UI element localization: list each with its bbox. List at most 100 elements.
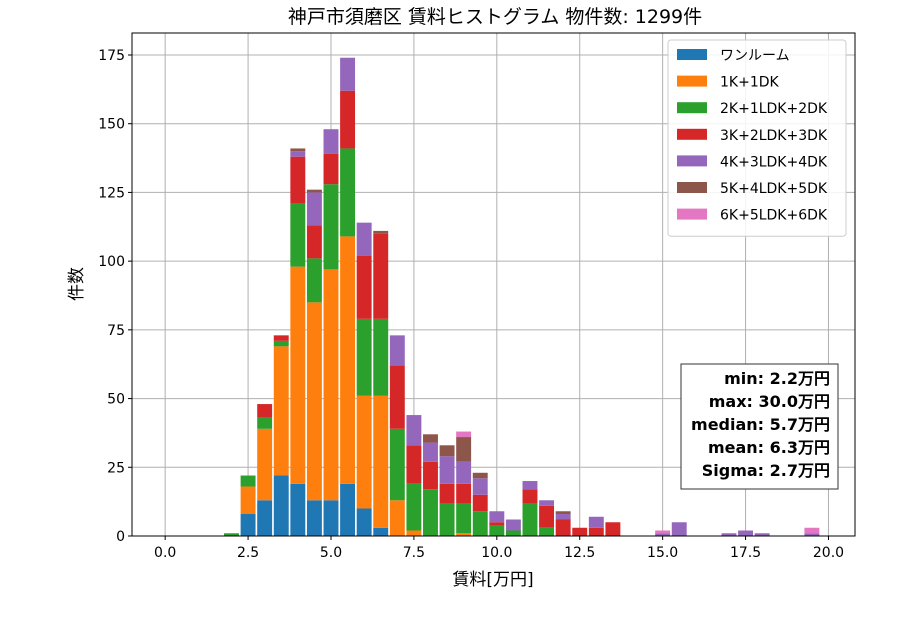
bar-segment bbox=[406, 445, 422, 484]
legend-label: 3K+2LDK+3DK bbox=[720, 128, 828, 144]
bar-segment bbox=[406, 415, 422, 446]
legend-label: 4K+3LDK+4DK bbox=[720, 154, 828, 170]
bar-segment bbox=[671, 522, 687, 536]
bar-segment bbox=[406, 483, 422, 531]
chart-title: 神戸市須磨区 賃料ヒストグラム 物件数: 1299件 bbox=[288, 6, 702, 28]
bar-segment bbox=[655, 533, 671, 536]
legend-swatch bbox=[677, 182, 707, 193]
bar-segment bbox=[804, 527, 820, 534]
bar-segment bbox=[472, 511, 488, 536]
bar-segment bbox=[655, 530, 671, 534]
y-tick-label: 125 bbox=[98, 185, 125, 201]
bar-segment bbox=[456, 461, 472, 484]
stats-frame bbox=[680, 363, 839, 490]
bar-segment bbox=[290, 148, 306, 152]
bar-segment bbox=[423, 461, 438, 490]
stats-line: mean: 6.3万円 bbox=[708, 438, 830, 457]
bar-segment bbox=[356, 395, 372, 509]
legend-label: 1K+1DK bbox=[720, 75, 780, 91]
bar-segment bbox=[323, 184, 339, 270]
bar-segment bbox=[273, 335, 289, 341]
bar-segment bbox=[389, 365, 405, 429]
bar-segment bbox=[456, 503, 472, 534]
bar-segment bbox=[423, 489, 438, 536]
bar-segment bbox=[738, 530, 754, 536]
y-tick-label: 100 bbox=[98, 254, 125, 270]
bar-segment bbox=[273, 340, 289, 347]
bars-layer bbox=[224, 57, 820, 536]
bar-segment bbox=[240, 514, 256, 536]
bar-segment bbox=[290, 151, 306, 157]
bar-segment bbox=[257, 500, 273, 536]
bar-segment bbox=[373, 230, 389, 234]
bar-segment bbox=[306, 258, 322, 303]
bar-segment bbox=[356, 222, 372, 256]
bar-segment bbox=[555, 511, 571, 515]
bar-segment bbox=[456, 483, 472, 504]
x-tick-label: 5.0 bbox=[320, 545, 342, 561]
y-tick-label: 50 bbox=[107, 392, 125, 408]
bar-segment bbox=[539, 527, 555, 536]
stats-line: min: 2.2万円 bbox=[724, 369, 830, 388]
bar-segment bbox=[290, 483, 306, 536]
stats-line: Sigma: 2.7万円 bbox=[702, 461, 830, 480]
bar-segment bbox=[290, 266, 306, 484]
bar-segment bbox=[439, 483, 455, 504]
bar-segment bbox=[306, 192, 322, 226]
legend-swatch bbox=[677, 49, 707, 60]
bar-segment bbox=[373, 318, 389, 396]
bar-segment bbox=[257, 404, 273, 418]
bar-segment bbox=[340, 236, 356, 484]
bar-segment bbox=[340, 483, 356, 536]
x-axis-label: 賃料[万円] bbox=[452, 570, 533, 590]
bar-segment bbox=[306, 189, 322, 193]
bar-segment bbox=[572, 527, 588, 536]
bar-segment bbox=[505, 519, 521, 531]
y-tick-label: 0 bbox=[116, 529, 125, 545]
bar-segment bbox=[456, 431, 472, 438]
bar-segment bbox=[472, 478, 488, 495]
bar-segment bbox=[555, 519, 571, 536]
y-tick-label: 175 bbox=[98, 48, 125, 64]
bar-segment bbox=[340, 57, 356, 91]
x-tick-label: 7.5 bbox=[403, 545, 425, 561]
bar-segment bbox=[472, 472, 488, 479]
bar-segment bbox=[323, 269, 339, 501]
bar-segment bbox=[456, 437, 472, 462]
bar-segment bbox=[605, 522, 621, 536]
stats-box: min: 2.2万円 max: 30.0万円 median: 5.7万円 mean: … bbox=[680, 363, 839, 490]
bar-segment bbox=[588, 516, 604, 528]
bar-segment bbox=[423, 434, 438, 443]
bar-segment bbox=[522, 481, 538, 490]
bar-segment bbox=[389, 428, 405, 501]
bar-segment bbox=[489, 511, 505, 523]
bar-segment bbox=[306, 302, 322, 501]
x-tick-label: 2.5 bbox=[237, 545, 259, 561]
bar-segment bbox=[489, 522, 505, 526]
legend-swatch bbox=[677, 102, 707, 114]
bar-segment bbox=[257, 417, 273, 429]
y-tick-label: 75 bbox=[107, 323, 125, 339]
legend-swatch bbox=[677, 155, 707, 167]
bar-segment bbox=[588, 527, 604, 536]
grid-lines bbox=[132, 33, 855, 537]
x-tick-label: 20.0 bbox=[813, 545, 844, 561]
bar-segment bbox=[356, 318, 372, 396]
bar-segment bbox=[439, 503, 455, 536]
legend: ワンルーム 1K+1DK 2K+1LDK+2DK 3K+2LDK+3DK 4K+3LDK… bbox=[667, 39, 847, 237]
stats-line: max: 30.0万円 bbox=[709, 392, 830, 411]
bar-segment bbox=[224, 533, 239, 536]
bar-segment bbox=[306, 500, 322, 536]
bar-segment bbox=[323, 500, 339, 536]
x-tick-label: 17.5 bbox=[730, 545, 761, 561]
bar-segment bbox=[240, 475, 256, 487]
x-tick-label: 0.0 bbox=[154, 545, 176, 561]
bar-segment bbox=[340, 148, 356, 237]
x-tick-label: 15.0 bbox=[647, 545, 678, 561]
legend-swatch bbox=[677, 75, 707, 87]
bar-segment bbox=[522, 489, 538, 504]
bar-segment bbox=[522, 503, 538, 536]
bar-segment bbox=[257, 428, 273, 501]
bar-segment bbox=[273, 475, 289, 536]
